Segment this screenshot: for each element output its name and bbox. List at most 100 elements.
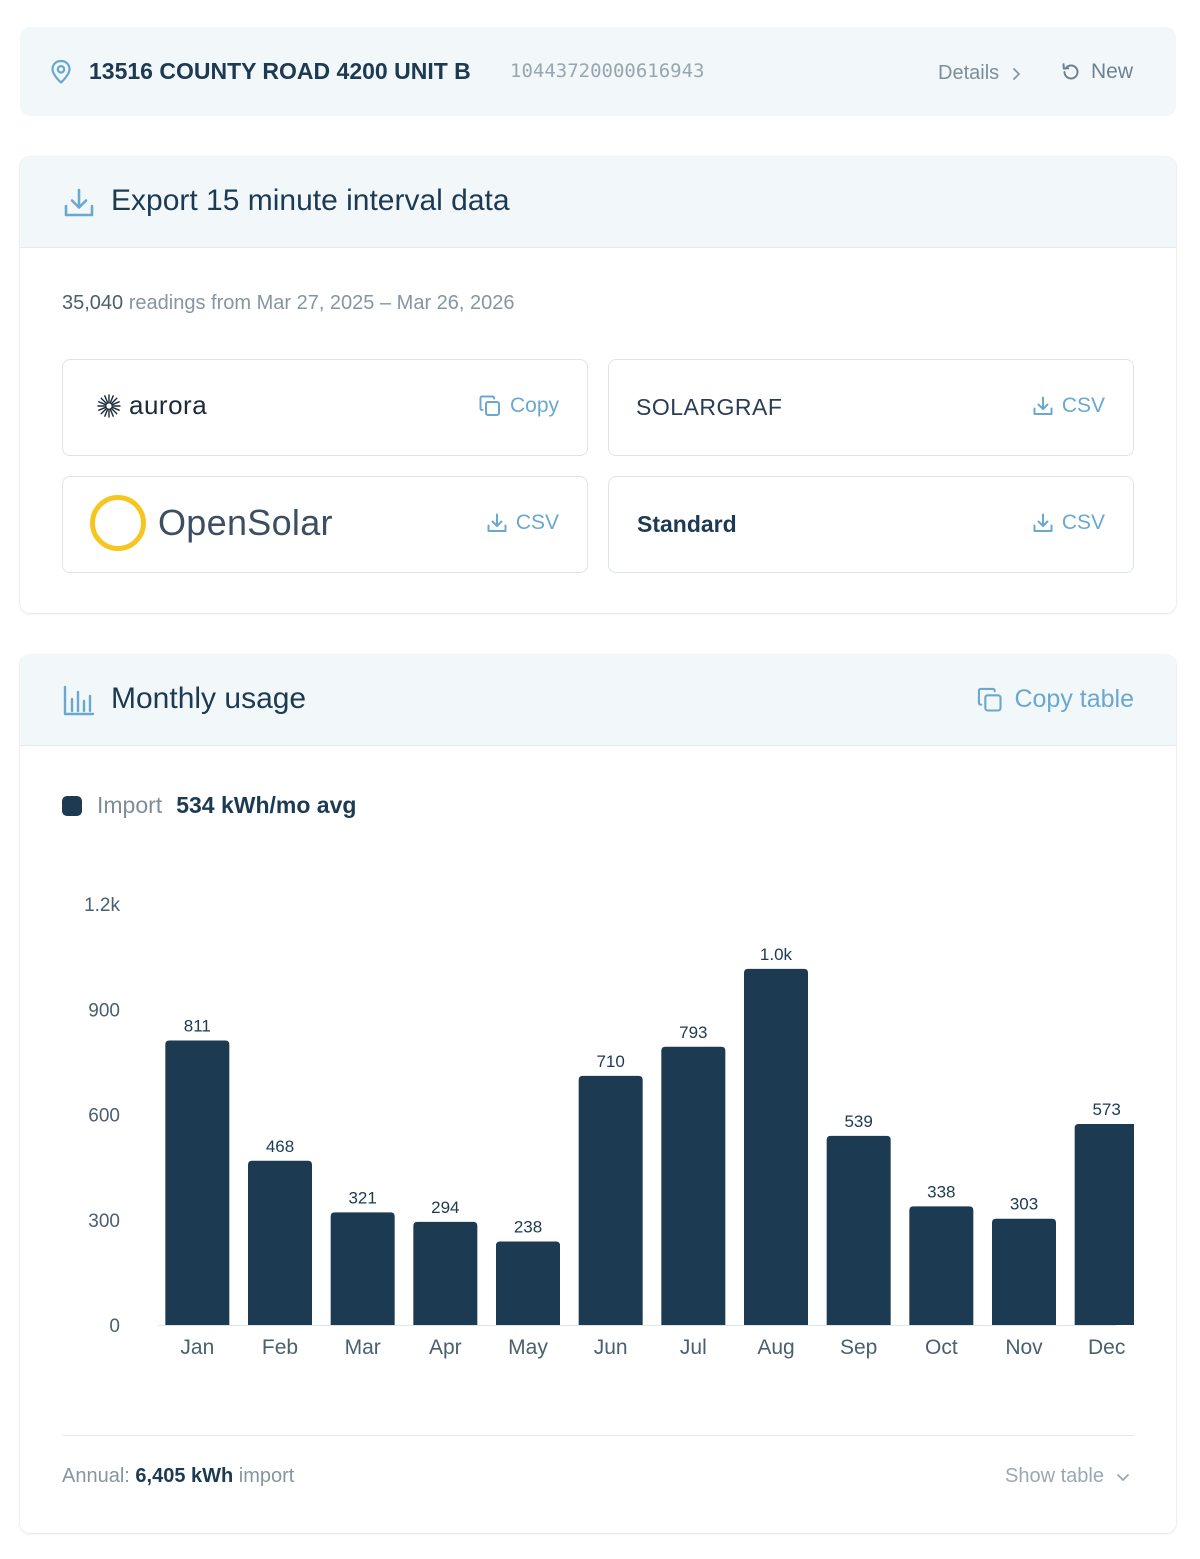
y-tick-label: 600	[88, 1106, 120, 1127]
x-tick-label: Jan	[180, 1336, 214, 1359]
standard-csv-label: CSV	[1061, 511, 1105, 534]
aurora-burst-icon	[97, 393, 121, 418]
annual-value: 6,405 kWh	[135, 1465, 234, 1487]
aurora-logo-text: aurora	[129, 390, 208, 420]
annual-suffix: import	[238, 1465, 295, 1487]
bar-aug[interactable]	[744, 968, 808, 1325]
bar-value-label: 303	[1010, 1195, 1038, 1214]
standard-csv-button[interactable]: CSV	[1032, 511, 1105, 535]
chart-legend: Import 534 kWh/mo avg	[62, 792, 356, 819]
show-table-label: Show table	[1005, 1465, 1104, 1487]
x-tick-label: Mar	[345, 1336, 381, 1359]
details-link[interactable]: Details	[938, 62, 1021, 85]
bar-chart-icon	[63, 685, 95, 716]
opensolar-csv-button[interactable]: CSV	[486, 511, 559, 535]
bar-value-label: 238	[514, 1218, 542, 1237]
export-tile-solargraf: SOLARGRAF CSV	[608, 359, 1134, 456]
location-pin-icon	[51, 59, 71, 84]
bar-nov[interactable]	[992, 1218, 1056, 1325]
opensolar-logo-text: OpenSolar	[158, 502, 333, 543]
opensolar-logo: OpenSolar	[90, 495, 333, 551]
bar-value-label: 321	[348, 1188, 376, 1207]
solargraf-logo: SOLARGRAF	[636, 394, 783, 420]
chevron-right-icon	[1013, 67, 1021, 80]
y-tick-label: 900	[88, 1000, 120, 1021]
x-tick-label: Sep	[840, 1336, 877, 1359]
bar-value-label: 793	[679, 1023, 707, 1042]
x-tick-label: Apr	[429, 1336, 462, 1359]
standard-label: Standard	[637, 511, 737, 537]
bar-apr[interactable]	[413, 1221, 478, 1325]
x-tick-label: Feb	[262, 1336, 298, 1359]
details-label: Details	[938, 62, 1000, 84]
bar-value-label: 710	[596, 1052, 624, 1071]
x-tick-label: May	[508, 1336, 548, 1359]
bar-mar[interactable]	[330, 1212, 395, 1325]
location-bar	[20, 27, 1176, 116]
x-tick-label: Oct	[925, 1336, 958, 1359]
usage-title: Monthly usage	[111, 682, 307, 715]
export-card: Export 15 minute interval data 35,040 re…	[20, 157, 1176, 613]
annual-prefix: Annual:	[62, 1465, 130, 1487]
new-button[interactable]: New	[1060, 60, 1133, 84]
footer-divider	[62, 1435, 1134, 1436]
x-tick-label: Nov	[1005, 1336, 1043, 1359]
readings-range: readings from Mar 27, 2025 – Mar 26, 202…	[128, 292, 515, 314]
bar-jan[interactable]	[165, 1040, 230, 1325]
download-icon	[1033, 513, 1053, 532]
bar-oct[interactable]	[909, 1206, 974, 1325]
copy-icon	[978, 687, 1003, 712]
legend-label: Import	[97, 792, 163, 818]
y-tick-label: 1.2k	[84, 895, 120, 916]
monthly-usage-chart: 0 300 600 900 1.2k 811 Jan 468 Feb 321 Mar 294 Apr 23…	[84, 895, 1134, 1359]
export-tile-opensolar: OpenSolar CSV	[62, 476, 588, 573]
show-table-toggle[interactable]: Show table	[1005, 1465, 1130, 1488]
export-title: Export 15 minute interval data	[111, 184, 510, 217]
export-tile-aurora: aurora Copy	[62, 359, 588, 456]
bar-dec[interactable]	[1074, 1123, 1134, 1325]
bar-value-label: 1.0k	[760, 945, 793, 964]
usage-card-header: Monthly usage Copy table	[20, 655, 1176, 746]
chevron-down-icon	[1117, 1473, 1129, 1481]
x-tick-label: Aug	[757, 1336, 794, 1359]
reset-icon	[1062, 63, 1079, 80]
bar-jul[interactable]	[661, 1046, 726, 1325]
bar-feb[interactable]	[248, 1160, 312, 1325]
x-tick-label: Jul	[680, 1336, 707, 1359]
aurora-copy-label: Copy	[509, 394, 559, 417]
solargraf-csv-label: CSV	[1061, 394, 1105, 417]
readings-summary: 35,040 readings from Mar 27, 2025 – Mar …	[62, 292, 515, 315]
export-tile-standard: Standard CSV	[608, 476, 1134, 573]
bar-may[interactable]	[496, 1241, 560, 1325]
download-icon	[487, 513, 507, 532]
new-label: New	[1091, 60, 1134, 83]
copy-table-button[interactable]: Copy table	[976, 685, 1134, 714]
legend-average: 534 kWh/mo avg	[176, 792, 357, 818]
y-tick-label: 0	[109, 1316, 120, 1337]
aurora-logo: aurora	[95, 390, 207, 421]
annual-summary: Annual: 6,405 kWh import	[62, 1465, 294, 1488]
x-tick-label: Dec	[1088, 1336, 1125, 1359]
bar-value-label: 539	[844, 1112, 872, 1131]
x-tick-label: Jun	[594, 1336, 628, 1359]
bar-value-label: 338	[927, 1182, 955, 1201]
solargraf-csv-button[interactable]: CSV	[1032, 394, 1105, 418]
export-card-header: Export 15 minute interval data	[20, 157, 1176, 248]
bar-jun[interactable]	[578, 1075, 643, 1325]
bar-sep[interactable]	[826, 1135, 891, 1325]
download-icon	[1033, 396, 1053, 415]
opensolar-csv-label: CSV	[515, 511, 559, 534]
meter-id: 10443720000616943	[510, 60, 705, 82]
bar-value-label: 468	[266, 1137, 294, 1156]
copy-icon	[479, 395, 500, 416]
download-icon	[64, 188, 94, 217]
bar-value-label: 573	[1092, 1100, 1120, 1119]
readings-count: 35,040	[62, 292, 124, 314]
legend-swatch	[62, 795, 82, 816]
bar-value-label: 294	[431, 1198, 459, 1217]
address-title: 13516 COUNTY ROAD 4200 UNIT B	[89, 58, 471, 84]
aurora-copy-button[interactable]: Copy	[478, 394, 559, 418]
copy-table-label: Copy table	[1014, 685, 1134, 713]
usage-card: Monthly usage Copy table Import 534 kWh/…	[20, 655, 1176, 1533]
bar-value-label: 811	[184, 1016, 211, 1035]
